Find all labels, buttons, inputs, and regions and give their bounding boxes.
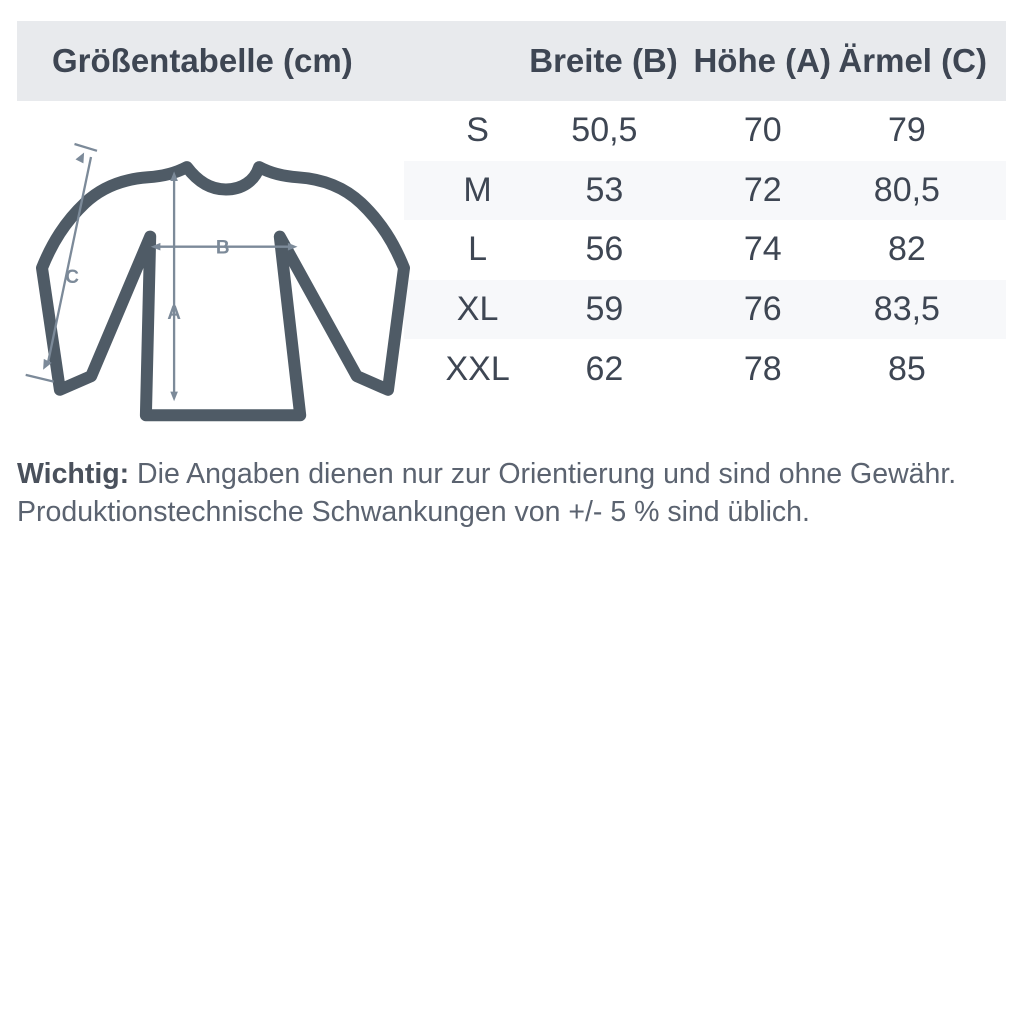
svg-text:B: B — [216, 238, 230, 259]
svg-text:A: A — [167, 303, 181, 324]
svg-text:C: C — [65, 267, 79, 288]
